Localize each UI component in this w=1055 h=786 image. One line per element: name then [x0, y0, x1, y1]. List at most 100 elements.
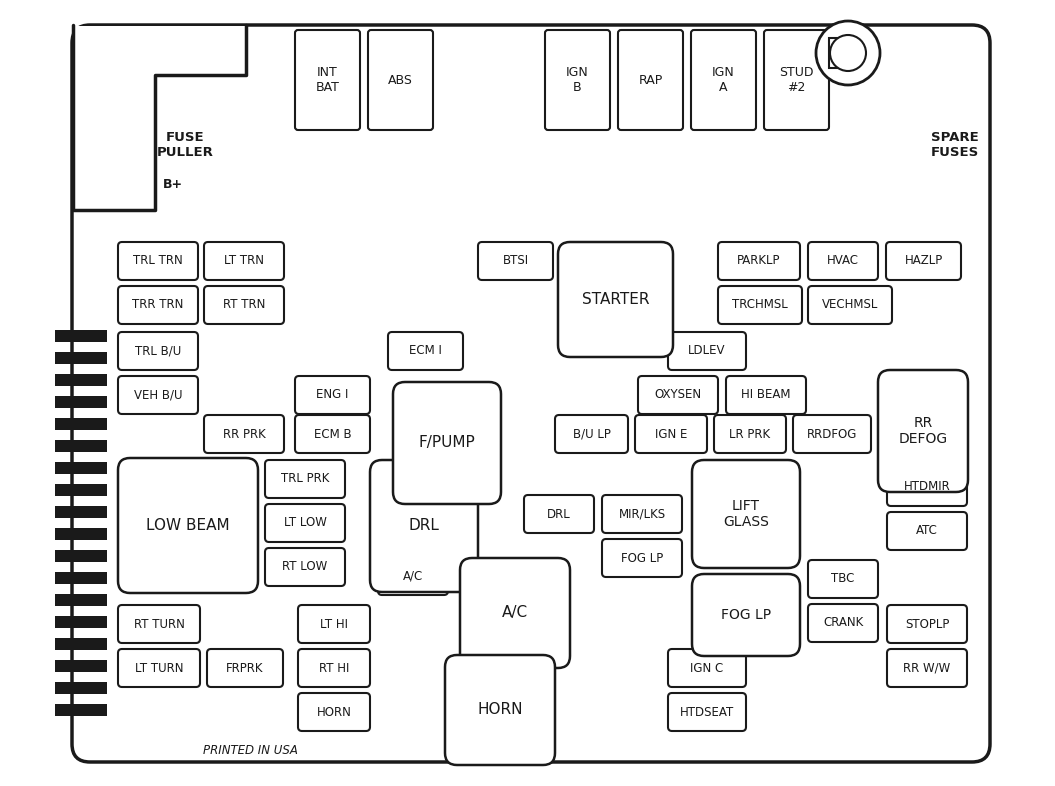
Text: TBC: TBC [831, 572, 855, 586]
Text: CRANK: CRANK [823, 616, 863, 630]
Text: STOPLP: STOPLP [905, 618, 950, 630]
Text: FRPRK: FRPRK [226, 662, 264, 674]
Text: LDLEV: LDLEV [688, 344, 726, 358]
Text: DRL: DRL [548, 508, 571, 520]
Bar [55, 374, 107, 386]
FancyBboxPatch shape [887, 468, 967, 506]
Text: B+: B+ [164, 178, 184, 192]
Text: F/PUMP: F/PUMP [419, 435, 476, 450]
Text: HORN: HORN [477, 703, 522, 718]
Text: HI BEAM: HI BEAM [742, 388, 791, 402]
Text: OXYSEN: OXYSEN [654, 388, 702, 402]
Bar [55, 594, 107, 606]
Text: RAP: RAP [638, 74, 663, 86]
Text: STARTER: STARTER [581, 292, 649, 307]
Text: DRL: DRL [408, 519, 440, 534]
Text: HAZLP: HAZLP [904, 255, 942, 267]
Text: LOW BEAM: LOW BEAM [147, 518, 230, 533]
FancyBboxPatch shape [524, 495, 594, 533]
FancyBboxPatch shape [764, 30, 829, 130]
Text: MIR/LKS: MIR/LKS [618, 508, 666, 520]
Text: RT TRN: RT TRN [223, 299, 265, 311]
Text: IGN
B: IGN B [567, 66, 589, 94]
FancyBboxPatch shape [668, 649, 746, 687]
Text: ABS: ABS [388, 74, 413, 86]
Text: LT TURN: LT TURN [135, 662, 184, 674]
FancyBboxPatch shape [265, 504, 345, 542]
Text: A/C: A/C [502, 605, 529, 620]
Bar [55, 462, 107, 474]
Text: STUD
#2: STUD #2 [780, 66, 813, 94]
Text: TRR TRN: TRR TRN [132, 299, 184, 311]
FancyBboxPatch shape [298, 693, 370, 731]
FancyBboxPatch shape [118, 605, 200, 643]
FancyBboxPatch shape [878, 370, 968, 492]
FancyBboxPatch shape [714, 415, 786, 453]
FancyBboxPatch shape [295, 30, 360, 130]
Text: VEH B/U: VEH B/U [134, 388, 183, 402]
Text: PARKLP: PARKLP [737, 255, 781, 267]
FancyBboxPatch shape [460, 558, 570, 668]
FancyBboxPatch shape [886, 242, 961, 280]
FancyBboxPatch shape [295, 415, 370, 453]
Text: SPARE
FUSES: SPARE FUSES [931, 131, 979, 159]
FancyBboxPatch shape [808, 604, 878, 642]
Bar [55, 352, 107, 364]
FancyBboxPatch shape [394, 382, 501, 504]
Text: FUSE
PULLER: FUSE PULLER [156, 131, 213, 159]
Text: IGN C: IGN C [690, 662, 724, 674]
Text: TRL B/U: TRL B/U [135, 344, 181, 358]
FancyBboxPatch shape [726, 376, 806, 414]
FancyBboxPatch shape [692, 574, 800, 656]
Text: VECHMSL: VECHMSL [822, 299, 878, 311]
FancyBboxPatch shape [118, 242, 198, 280]
FancyBboxPatch shape [295, 376, 370, 414]
FancyBboxPatch shape [378, 557, 448, 595]
Text: ENG I: ENG I [316, 388, 349, 402]
Text: PRINTED IN USA: PRINTED IN USA [203, 744, 298, 756]
FancyBboxPatch shape [118, 458, 258, 593]
FancyBboxPatch shape [618, 30, 683, 130]
Text: ECM I: ECM I [409, 344, 442, 358]
Bar [55, 704, 107, 716]
Bar [829, 38, 848, 68]
FancyBboxPatch shape [368, 30, 433, 130]
Text: TRL TRN: TRL TRN [133, 255, 183, 267]
FancyBboxPatch shape [638, 376, 718, 414]
FancyBboxPatch shape [808, 560, 878, 598]
FancyBboxPatch shape [445, 655, 555, 765]
Circle shape [830, 35, 866, 71]
Text: RT LOW: RT LOW [283, 560, 328, 574]
FancyBboxPatch shape [793, 415, 871, 453]
FancyBboxPatch shape [265, 548, 345, 586]
FancyBboxPatch shape [555, 415, 628, 453]
FancyBboxPatch shape [692, 460, 800, 568]
Bar [55, 484, 107, 496]
Bar [55, 396, 107, 408]
Text: HORN: HORN [316, 706, 351, 718]
Polygon shape [75, 28, 990, 760]
Bar [55, 616, 107, 628]
Text: RT TURN: RT TURN [134, 618, 185, 630]
Text: IGN
A: IGN A [712, 66, 735, 94]
FancyBboxPatch shape [118, 376, 198, 414]
Bar [55, 660, 107, 672]
FancyBboxPatch shape [558, 242, 673, 357]
Bar [55, 528, 107, 540]
FancyBboxPatch shape [887, 512, 967, 550]
Text: HTDMIR: HTDMIR [904, 480, 951, 494]
FancyBboxPatch shape [298, 605, 370, 643]
FancyBboxPatch shape [298, 649, 370, 687]
Bar [55, 572, 107, 584]
Text: ATC: ATC [916, 524, 938, 538]
FancyBboxPatch shape [204, 286, 284, 324]
FancyBboxPatch shape [887, 649, 967, 687]
Text: BTSI: BTSI [502, 255, 529, 267]
Bar [73, 26, 248, 211]
Text: RR PRK: RR PRK [223, 428, 266, 440]
Text: LT TRN: LT TRN [224, 255, 264, 267]
FancyBboxPatch shape [204, 415, 284, 453]
FancyBboxPatch shape [478, 242, 553, 280]
FancyBboxPatch shape [887, 605, 967, 643]
FancyBboxPatch shape [718, 242, 800, 280]
